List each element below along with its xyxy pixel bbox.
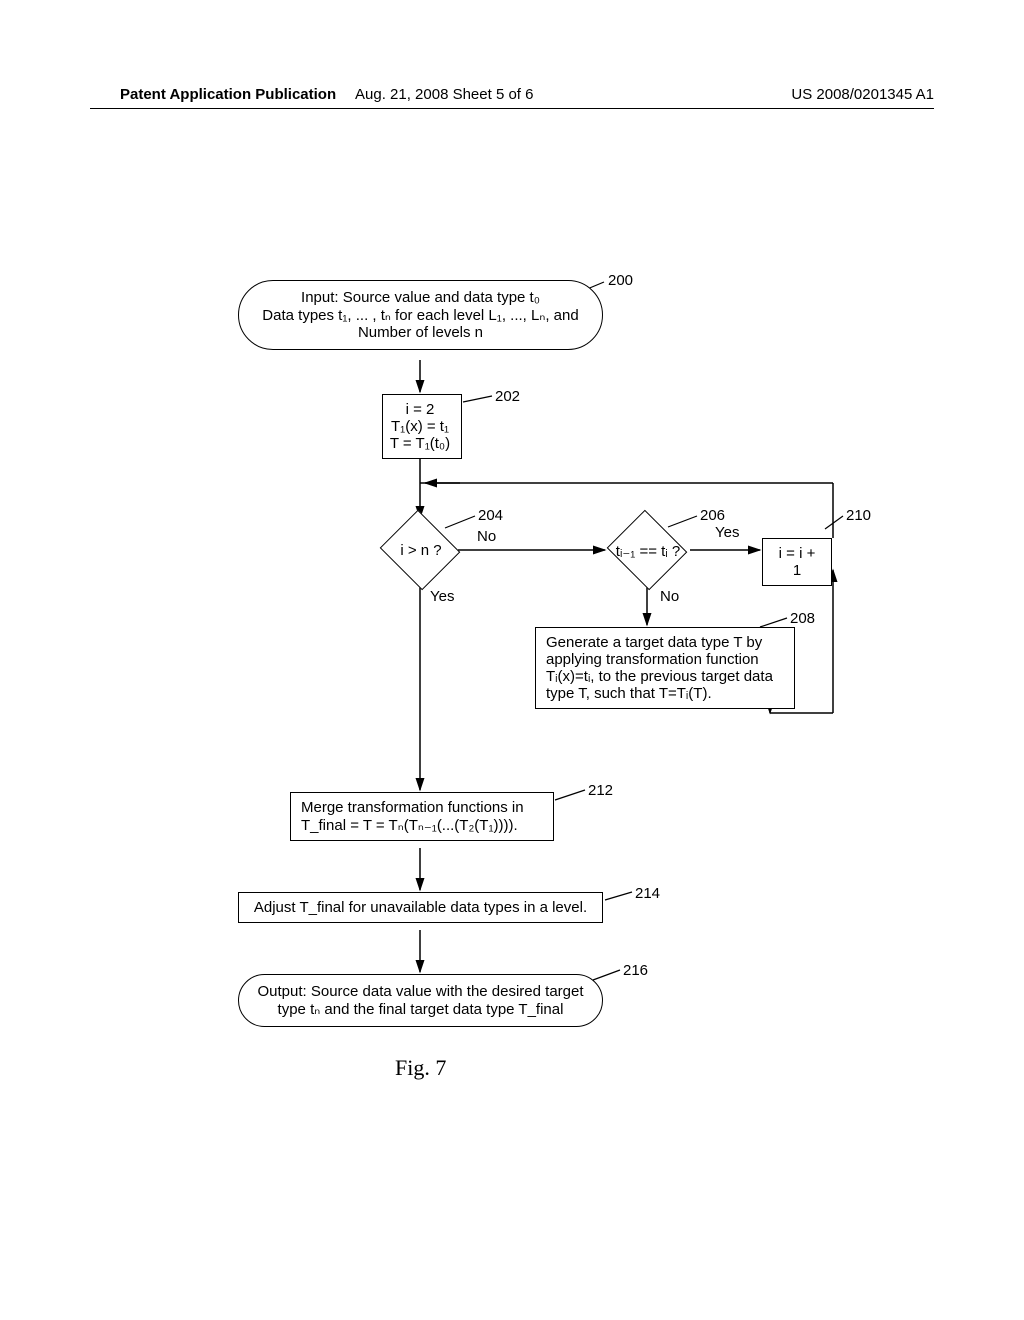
node-input-line2: Data types t₁, ... , tₙ for each level L… bbox=[257, 306, 584, 324]
header-rule bbox=[90, 108, 934, 109]
node-input: Input: Source value and data type t₀ Dat… bbox=[238, 280, 603, 350]
header-left: Patent Application Publication bbox=[120, 86, 336, 103]
header-center: Aug. 21, 2008 Sheet 5 of 6 bbox=[355, 86, 533, 103]
figure-caption: Fig. 7 bbox=[395, 1055, 446, 1081]
node-init-line1: i = 2 bbox=[389, 401, 451, 418]
ref-206: 206 bbox=[700, 507, 725, 524]
ref-200: 200 bbox=[608, 272, 633, 289]
node-generate-line3: Tᵢ(x)=tᵢ, to the previous target data bbox=[546, 668, 784, 685]
label-206-yes: Yes bbox=[715, 524, 739, 541]
ref-204: 204 bbox=[478, 507, 503, 524]
node-adjust: Adjust T_final for unavailable data type… bbox=[238, 892, 603, 923]
ref-216: 216 bbox=[623, 962, 648, 979]
node-increment-text: i = i + 1 bbox=[779, 545, 816, 579]
node-init-line2: T₁(x) = t₁ bbox=[389, 418, 451, 435]
node-adjust-text: Adjust T_final for unavailable data type… bbox=[254, 899, 587, 916]
node-output-line1: Output: Source data value with the desir… bbox=[257, 983, 584, 1000]
label-206-no: No bbox=[660, 588, 679, 605]
header-right: US 2008/0201345 A1 bbox=[791, 86, 934, 103]
label-204-yes: Yes bbox=[430, 588, 454, 605]
page-header: Patent Application Publication Aug. 21, … bbox=[0, 86, 1024, 103]
node-generate-line1: Generate a target data type T by bbox=[546, 634, 784, 651]
node-merge-line1: Merge transformation functions in bbox=[301, 799, 543, 816]
node-generate-type: Generate a target data type T by applyin… bbox=[535, 627, 795, 709]
flowchart: Input: Source value and data type t₀ Dat… bbox=[0, 270, 1024, 1170]
node-input-line3: Number of levels n bbox=[257, 324, 584, 341]
ref-212: 212 bbox=[588, 782, 613, 799]
node-output-line2: type tₙ and the final target data type T… bbox=[257, 1000, 584, 1018]
node-decision-type-eq-label: tᵢ₋₁ == tᵢ ? bbox=[612, 542, 684, 560]
connectors bbox=[0, 270, 1024, 1170]
node-init: i = 2 T₁(x) = t₁ T = T₁(t₀) bbox=[382, 394, 462, 459]
node-init-line3: T = T₁(t₀) bbox=[389, 435, 451, 452]
ref-202: 202 bbox=[495, 388, 520, 405]
node-generate-line4: type T, such that T=Tᵢ(T). bbox=[546, 685, 784, 702]
node-merge: Merge transformation functions in T_fina… bbox=[290, 792, 554, 841]
node-generate-line2: applying transformation function bbox=[546, 651, 784, 668]
ref-208: 208 bbox=[790, 610, 815, 627]
label-204-no: No bbox=[477, 528, 496, 545]
node-increment: i = i + 1 bbox=[762, 538, 832, 586]
ref-210: 210 bbox=[846, 507, 871, 524]
node-output: Output: Source data value with the desir… bbox=[238, 974, 603, 1027]
node-merge-line2: T_final = T = Tₙ(Tₙ₋₁(...(T₂(T₁)))). bbox=[301, 816, 543, 834]
ref-214: 214 bbox=[635, 885, 660, 902]
node-decision-i-gt-n-label: i > n ? bbox=[398, 542, 444, 559]
node-input-line1: Input: Source value and data type t₀ bbox=[257, 289, 584, 306]
